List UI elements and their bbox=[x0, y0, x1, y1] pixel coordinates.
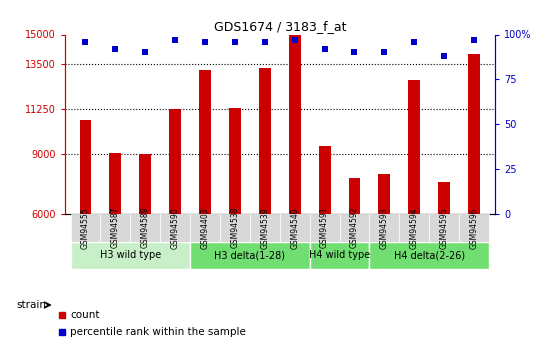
Bar bbox=[280, 214, 310, 242]
Bar bbox=[259, 68, 271, 214]
Bar bbox=[459, 214, 489, 242]
Text: count: count bbox=[70, 310, 100, 320]
Bar bbox=[199, 70, 211, 214]
Text: GSM94596: GSM94596 bbox=[470, 207, 478, 248]
Text: GSM94592: GSM94592 bbox=[350, 207, 359, 248]
Text: H3 wild type: H3 wild type bbox=[100, 250, 161, 260]
Text: GSM94555: GSM94555 bbox=[81, 207, 90, 248]
Text: H3 delta(1-28): H3 delta(1-28) bbox=[214, 250, 285, 260]
Point bbox=[111, 46, 119, 52]
Bar bbox=[190, 241, 310, 269]
Text: GSM94538: GSM94538 bbox=[230, 207, 239, 248]
Bar bbox=[229, 108, 241, 214]
Bar bbox=[310, 214, 339, 242]
Bar bbox=[80, 120, 91, 214]
Bar bbox=[169, 109, 181, 214]
Title: GDS1674 / 3183_f_at: GDS1674 / 3183_f_at bbox=[214, 20, 346, 33]
Text: GSM94591: GSM94591 bbox=[320, 207, 329, 248]
Text: GSM94595: GSM94595 bbox=[440, 207, 449, 248]
Point bbox=[141, 50, 150, 55]
Text: GSM94403: GSM94403 bbox=[201, 207, 209, 248]
Bar bbox=[349, 178, 360, 214]
Point bbox=[320, 46, 329, 52]
Text: GSM94590: GSM94590 bbox=[171, 207, 180, 248]
Point bbox=[350, 50, 359, 55]
Point bbox=[171, 37, 180, 43]
Text: GSM94594: GSM94594 bbox=[410, 207, 419, 248]
Text: GSM94589: GSM94589 bbox=[141, 207, 150, 248]
Bar bbox=[220, 214, 250, 242]
Bar bbox=[378, 174, 391, 214]
Bar bbox=[130, 214, 160, 242]
Point bbox=[440, 53, 449, 59]
Bar bbox=[318, 146, 330, 214]
Bar bbox=[370, 241, 489, 269]
Text: GSM94539: GSM94539 bbox=[260, 207, 270, 248]
Text: GSM94540: GSM94540 bbox=[290, 207, 299, 248]
Bar bbox=[139, 154, 151, 214]
Text: H4 wild type: H4 wild type bbox=[309, 250, 370, 260]
Point bbox=[231, 39, 239, 45]
Point bbox=[410, 39, 419, 45]
Point bbox=[470, 37, 478, 43]
Point bbox=[201, 39, 209, 45]
Text: percentile rank within the sample: percentile rank within the sample bbox=[70, 327, 246, 337]
Point bbox=[260, 39, 269, 45]
Bar bbox=[370, 214, 399, 242]
Text: GSM94593: GSM94593 bbox=[380, 207, 389, 248]
Text: GSM94587: GSM94587 bbox=[111, 207, 120, 248]
Point bbox=[81, 39, 90, 45]
Bar bbox=[310, 241, 370, 269]
Bar bbox=[399, 214, 429, 242]
Point bbox=[380, 50, 388, 55]
Bar bbox=[160, 214, 190, 242]
Bar bbox=[408, 80, 420, 214]
Bar bbox=[339, 214, 370, 242]
Point bbox=[291, 37, 299, 43]
Bar bbox=[109, 153, 122, 214]
Bar bbox=[250, 214, 280, 242]
Bar bbox=[70, 214, 101, 242]
Bar bbox=[289, 21, 301, 214]
Bar bbox=[101, 214, 130, 242]
Bar bbox=[468, 55, 480, 214]
Text: strain: strain bbox=[16, 300, 46, 310]
Bar bbox=[429, 214, 459, 242]
Bar bbox=[190, 214, 220, 242]
Bar bbox=[438, 182, 450, 214]
Bar bbox=[70, 241, 190, 269]
Text: H4 delta(2-26): H4 delta(2-26) bbox=[394, 250, 465, 260]
